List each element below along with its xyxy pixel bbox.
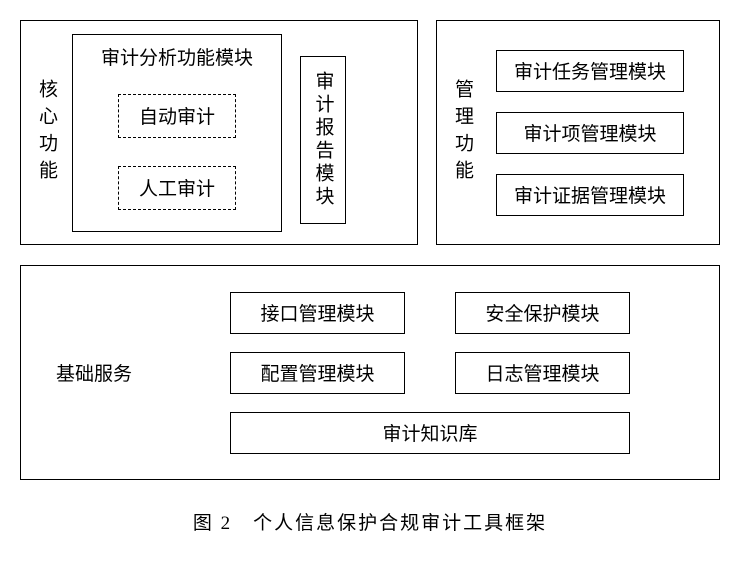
config-module-box: 配置管理模块 (230, 352, 405, 394)
base-panel: 基础服务 接口管理模块 安全保护模块 配置管理模块 日志管理模块 审计知识库 (20, 265, 720, 480)
knowledge-base-box: 审计知识库 (230, 412, 630, 454)
base-grid: 接口管理模块 安全保护模块 配置管理模块 日志管理模块 审计知识库 (159, 292, 701, 454)
auto-audit-box: 自动审计 (118, 94, 236, 138)
security-module-box: 安全保护模块 (455, 292, 630, 334)
base-row-1: 接口管理模块 安全保护模块 (230, 292, 630, 334)
management-label: 管理功能 (449, 79, 476, 187)
log-module-box: 日志管理模块 (455, 352, 630, 394)
management-list: 审计任务管理模块 审计项管理模块 审计证据管理模块 (496, 50, 684, 216)
report-module-box: 审计报告模块 (300, 56, 346, 224)
core-label: 核心功能 (33, 79, 60, 187)
diagram-root: 核心功能 审计分析功能模块 自动审计 人工审计 审计报告模块 管理功能 审计任务… (20, 20, 720, 535)
report-label: 审计报告模块 (310, 71, 337, 209)
figure-caption: 图 2 个人信息保护合规审计工具框架 (20, 508, 720, 535)
manual-audit-box: 人工审计 (118, 166, 236, 210)
mgmt-item-evidence: 审计证据管理模块 (496, 174, 684, 216)
management-panel: 管理功能 审计任务管理模块 审计项管理模块 审计证据管理模块 (436, 20, 720, 245)
top-row: 核心功能 审计分析功能模块 自动审计 人工审计 审计报告模块 管理功能 审计任务… (20, 20, 720, 245)
mgmt-item-project: 审计项管理模块 (496, 112, 684, 154)
base-label: 基础服务 (39, 359, 149, 386)
analysis-module-box: 审计分析功能模块 自动审计 人工审计 (72, 34, 282, 232)
base-row-2: 配置管理模块 日志管理模块 (230, 352, 630, 394)
analysis-title: 审计分析功能模块 (101, 43, 253, 70)
interface-module-box: 接口管理模块 (230, 292, 405, 334)
core-panel: 核心功能 审计分析功能模块 自动审计 人工审计 审计报告模块 (20, 20, 418, 245)
mgmt-item-task: 审计任务管理模块 (496, 50, 684, 92)
